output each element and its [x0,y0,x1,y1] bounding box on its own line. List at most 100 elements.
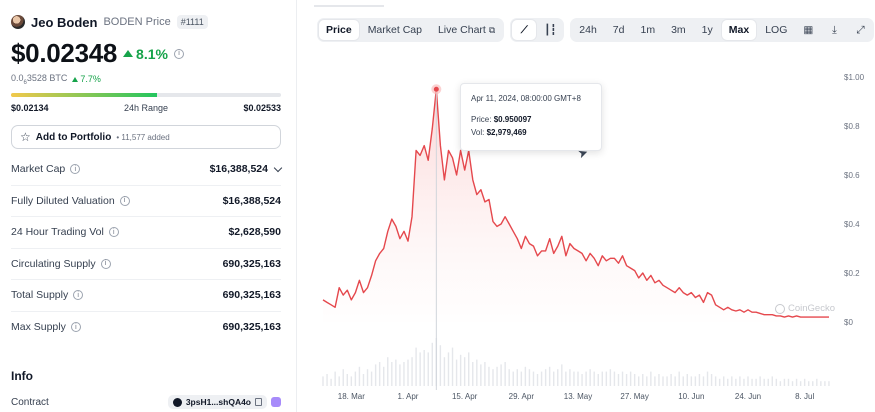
contract-address-chip[interactable]: 3psH1...shQA4o [167,395,267,409]
info-icon[interactable]: i [70,164,81,175]
x-tick-label: 18. Mar [338,392,365,401]
volume-bar [581,374,583,386]
tab-range-1m[interactable]: 1m [640,24,656,36]
volume-bar [569,369,571,386]
tab-range-24h[interactable]: 24h [579,24,597,36]
volume-bar [492,369,494,386]
volume-bar [524,366,527,386]
volume-bar [617,374,620,386]
chart-toolbar: Price Market Cap Live Chart ⧉ ⟋ ┃┇ 24h 7d… [317,18,875,42]
volume-bar [540,371,543,386]
stat-label: Market Cap [11,163,66,176]
tab-log-scale[interactable]: LOG [765,24,788,36]
volume-bar [589,369,591,386]
stat-label: Circulating Supply [11,257,96,270]
stat-row-volume: 24 Hour Trading Vol i $2,628,590 [11,217,281,249]
stat-value-with-dropdown[interactable]: $16,388,524 [210,163,283,175]
tooltip-vol-row: Vol: $2,979,469 [471,128,527,137]
volume-bar [638,376,640,386]
volume-bar [565,371,567,386]
chart-panel: Price Market Cap Live Chart ⧉ ⟋ ┃┇ 24h 7d… [297,0,875,412]
price-chart-svg[interactable]: $1.00 $0.8 $0.6 $0.4 $0.2 $0 18. Mar 1. Apr 15.… [297,60,875,412]
volume-bar [443,357,446,386]
copy-icon[interactable] [255,398,262,406]
volume-bar [795,378,798,386]
volume-bar [755,378,757,386]
stat-value: 690,325,163 [222,289,281,302]
volume-bar [463,357,466,386]
volume-bar [520,371,523,386]
contract-label: Contract [11,396,49,408]
volume-bar [670,374,672,386]
btc-price: 0.063528 BTC [11,73,68,86]
line-chart-toggle[interactable]: ⟋ [512,20,537,40]
volume-bar [334,371,336,386]
volume-bar [374,364,377,386]
volume-bar [783,378,786,386]
price-chart[interactable]: $1.00 $0.8 $0.6 $0.4 $0.2 $0 18. Mar 1. Apr 15.… [297,60,875,412]
info-icon[interactable]: i [100,258,111,269]
tab-live-chart[interactable]: Live Chart ⧉ [437,24,496,36]
volume-bar [710,374,713,386]
rank-badge: #1111 [176,15,208,29]
volume-bar [593,371,595,386]
tab-range-max[interactable]: Max [721,20,757,40]
info-icon[interactable]: i [108,227,119,238]
volume-bar [362,374,365,386]
volume-bar [350,376,353,386]
volume-bar [480,364,482,386]
tab-range-1y[interactable]: 1y [701,24,713,36]
volume-bar [601,371,603,386]
stat-row-market-cap: Market Cap i $16,388,524 [11,154,283,186]
tab-range-7d[interactable]: 7d [612,24,625,36]
volume-bar [824,381,826,386]
calendar-button[interactable]: ▦ [796,20,820,40]
volume-bar [718,378,721,386]
volume-bar [415,347,417,386]
stat-label: Max Supply [11,321,66,334]
contract-row: Contract 3psH1...shQA4o [11,395,281,409]
download-button[interactable]: ⤓ [822,20,846,40]
volume-bar [532,371,535,386]
stats-list: Market Cap i $16,388,524 Fully Diluted Va… [11,154,283,343]
volume-bar [407,359,409,386]
volume-bar [370,371,373,386]
wallet-icon[interactable] [271,397,281,407]
volume-bar [488,366,490,386]
info-icon[interactable]: i [73,290,84,301]
info-icon[interactable]: i [173,48,184,59]
volume-bar [342,369,344,386]
price-change-24h: 8.1% [123,46,168,62]
hover-point [433,86,439,92]
view-tab-group: Price Market Cap Live Chart ⧉ [317,18,505,42]
volume-bar [472,362,474,386]
volume-bar [447,352,450,386]
x-tick-label: 13. May [564,392,592,401]
volume-bar [544,369,547,386]
volume-bar [330,378,332,386]
tab-price[interactable]: Price [319,20,359,40]
volume-bar [423,350,425,386]
add-to-portfolio-button[interactable]: ☆ Add to Portfolio • 11,577 added [11,125,281,149]
volume-bar [516,369,518,386]
y-tick-label: $0.2 [844,269,860,278]
info-icon[interactable]: i [119,195,130,206]
range-bar [11,93,281,97]
x-tick-label: 24. Jun [735,392,761,401]
candlestick-toggle[interactable]: ┃┇ [538,20,562,40]
volume-bar [500,364,502,386]
volume-bar [658,374,660,386]
volume-bar [739,376,741,386]
stat-value: $16,388,524 [222,194,281,207]
info-icon[interactable]: i [70,322,81,333]
contract-address: 3psH1...shQA4o [185,397,251,407]
volume-bar [702,376,705,386]
volume-bar [714,376,717,386]
volume-bar [395,359,397,386]
volume-bar [743,378,745,386]
volume-bar [633,374,636,386]
tab-range-3m[interactable]: 3m [671,24,686,36]
volume-bar [662,376,664,386]
tab-market-cap[interactable]: Market Cap [367,24,422,36]
expand-button[interactable]: ⤢ [848,20,872,40]
